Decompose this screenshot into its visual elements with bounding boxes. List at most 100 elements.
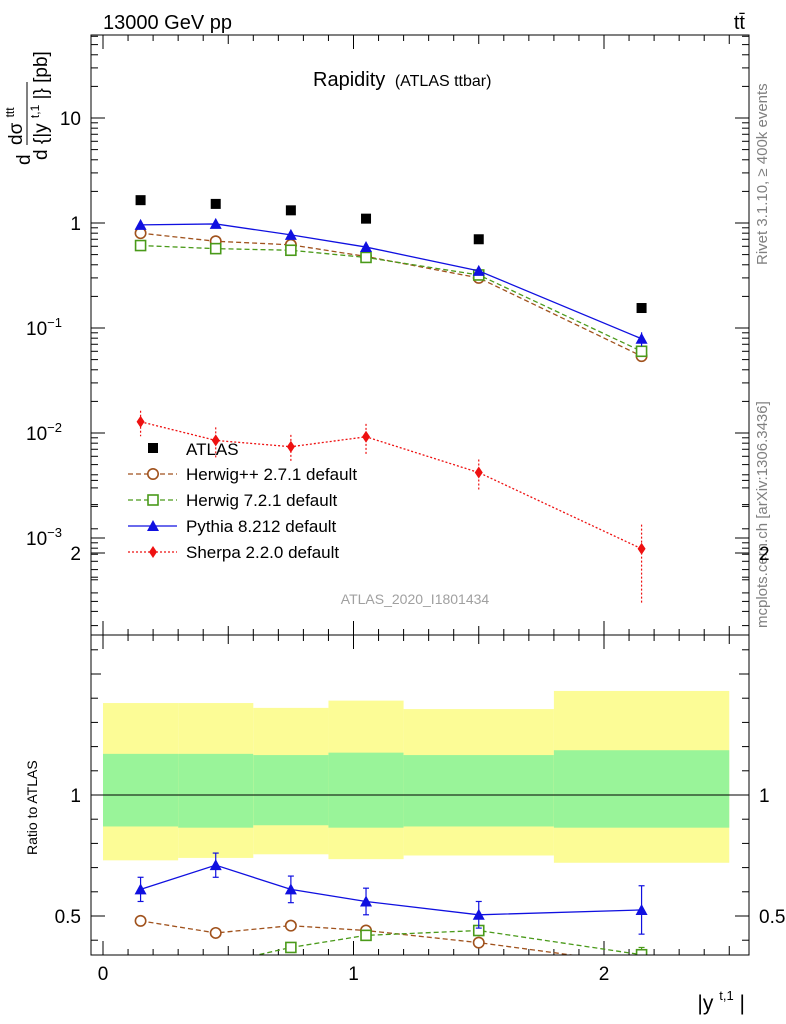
- ratio-series-point: [134, 914, 147, 927]
- ratio-series: [134, 852, 648, 969]
- ratio-ytick-label-right: 0.5: [759, 907, 785, 928]
- main-series-point: [285, 244, 297, 257]
- xlabel-sup: t,1: [719, 988, 733, 1003]
- ylabel-bottom: d {|y: [31, 123, 52, 160]
- analysis-watermark: ATLAS_2020_I1801434: [341, 591, 490, 607]
- legend-marker: [149, 546, 157, 558]
- legend-marker: [147, 467, 160, 480]
- main-series-point: [637, 542, 646, 555]
- legend-label-data: ATLAS: [186, 440, 239, 459]
- legend-marker: [147, 520, 159, 531]
- mcplots-label: mcplots.cern.ch [arXiv:1306.3436]: [754, 401, 771, 628]
- legend-marker-data: [148, 443, 158, 453]
- process-label: tt̄: [734, 12, 746, 34]
- ylabel-bottom-sup: t,1: [28, 104, 42, 118]
- main-series-line: [140, 232, 642, 357]
- svg-text:d {|y t,1 |} [pb]: d {|y t,1 |} [pb]: [23, 51, 52, 160]
- main-series-line: [140, 223, 642, 340]
- main-ytick-label: 10−3: [26, 525, 62, 550]
- ratio-band-inner: [103, 753, 179, 827]
- ratio-series-point: [136, 959, 146, 969]
- ratio-band-inner: [403, 755, 554, 827]
- ratio-panel-frame: [90, 634, 750, 956]
- ratio-series-point: [472, 908, 485, 920]
- main-y-axis-label: d dσ ttt d {|y t,1 |} [pb]: [3, 51, 52, 165]
- main-series-point: [211, 434, 220, 447]
- ratio-band-inner: [553, 750, 730, 828]
- axes: 10 1 10−1 10−2 10−3 0 1 2 2 2 1 1 0.5 0.5: [26, 35, 785, 985]
- ratio-series-point: [209, 926, 222, 939]
- ratio-series-point: [285, 941, 297, 954]
- main-ytick-exp: −3: [47, 525, 62, 540]
- main-series-line: [140, 244, 642, 352]
- ratio-ytick-label-left: 1: [70, 786, 81, 807]
- ratio-series-point: [360, 929, 372, 942]
- main-ytick-label: 10−2: [26, 420, 62, 445]
- ratio-xtick-label: 2: [599, 964, 610, 985]
- main-series-point: [474, 466, 483, 479]
- ratio-ytick-label-right: 2: [759, 544, 770, 565]
- ratio-series-point: [134, 883, 147, 895]
- ratio-ytick-label-left: 2: [70, 544, 81, 565]
- main-data-point: [135, 195, 146, 206]
- ylabel-d: d: [14, 154, 35, 165]
- ylabel-top-sup: ttt: [3, 107, 17, 118]
- ratio-series-line: [140, 864, 642, 916]
- main-series-point: [284, 228, 297, 240]
- ratio-series-line: [254, 929, 642, 955]
- main-series-line: [140, 421, 642, 550]
- main-data-point: [285, 205, 296, 216]
- ratio-series-point: [211, 959, 221, 969]
- main-data-point: [636, 303, 647, 314]
- main-ytick-exp: −2: [47, 420, 62, 435]
- ratio-band-inner: [328, 752, 404, 828]
- main-series-point: [472, 264, 485, 276]
- xlabel-tail: |: [740, 992, 745, 1015]
- legend-label: Pythia 8.212 default: [186, 517, 337, 536]
- xlabel-main: |y: [697, 992, 713, 1015]
- ratio-xtick-label: 0: [98, 964, 109, 985]
- ratio-ytick-label-right: 1: [759, 786, 770, 807]
- rivet-label: Rivet 3.1.10, ≥ 400k events: [754, 83, 771, 265]
- plot-title-sub: (ATLAS ttbar): [395, 73, 492, 90]
- ratio-series-point: [636, 959, 646, 969]
- main-series-point: [136, 415, 145, 428]
- ratio-series-point: [635, 903, 648, 915]
- main-series-point: [286, 440, 295, 453]
- legend-label: Herwig 7.2.1 default: [186, 491, 337, 510]
- ratio-series-point: [284, 919, 297, 932]
- main-data-point: [210, 198, 221, 209]
- legend: ATLAS Herwig++ 2.7.1 default Herwig 7.2.1 …: [128, 440, 357, 562]
- main-series-point: [360, 251, 372, 264]
- main-data-point: [361, 213, 372, 224]
- ratio-uncertainty-bands: [91, 690, 749, 863]
- legend-label: Herwig++ 2.7.1 default: [186, 465, 357, 484]
- main-series-point: [134, 218, 147, 230]
- main-series-point: [134, 239, 147, 252]
- legend-label: Sherpa 2.2.0 default: [186, 543, 339, 562]
- svg-text:d: d: [14, 154, 35, 165]
- main-series-point: [362, 430, 371, 443]
- ratio-band-inner: [178, 753, 254, 828]
- ratio-series-point: [472, 936, 485, 949]
- ratio-series-point: [360, 895, 373, 907]
- ratio-series-point: [209, 859, 222, 871]
- ratio-ytick-label-left: 0.5: [55, 907, 81, 928]
- main-series-point: [209, 217, 222, 229]
- main-data-point: [473, 234, 484, 245]
- main-series-point: [360, 241, 373, 253]
- ylabel-bottom-tail: |} [pb]: [31, 51, 52, 99]
- main-ytick-exp: −1: [47, 315, 62, 330]
- ratio-band-inner: [253, 755, 329, 826]
- main-ytick-label: 10−1: [26, 315, 62, 340]
- energy-label: 13000 GeV pp: [103, 12, 232, 34]
- svg-text:dσ ttt: dσ ttt: [3, 107, 27, 145]
- ratio-xtick-label: 1: [348, 964, 359, 985]
- main-ytick-label: 10: [60, 109, 81, 130]
- ratio-y-axis-label: Ratio to ATLAS: [24, 760, 40, 855]
- legend-marker: [147, 494, 159, 506]
- x-axis-label: |y t,1 |: [697, 982, 745, 1015]
- main-series-point: [209, 242, 222, 255]
- plot-title-main: Rapidity: [313, 69, 385, 91]
